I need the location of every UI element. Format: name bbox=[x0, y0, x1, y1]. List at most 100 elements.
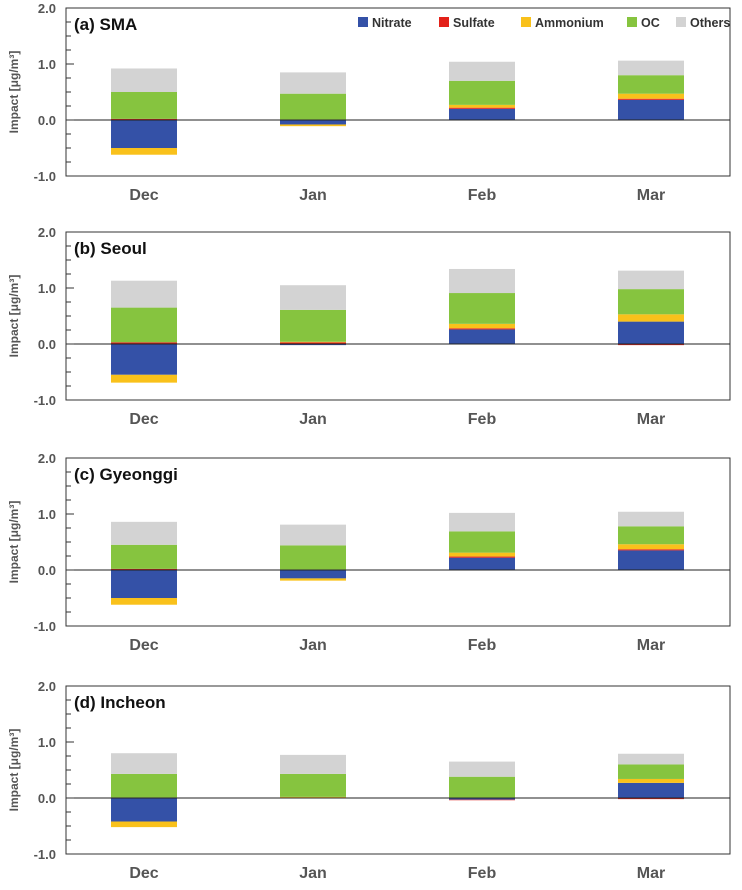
bar-others-dec bbox=[111, 68, 177, 92]
panel-title: (b) Seoul bbox=[74, 239, 147, 258]
legend-label-ammonium: Ammonium bbox=[535, 16, 604, 30]
panel-title: (a) SMA bbox=[74, 15, 137, 34]
legend-label-sulfate: Sulfate bbox=[453, 16, 495, 30]
y-tick-label: 2.0 bbox=[38, 679, 56, 694]
y-axis-label: Impact [μg/m³] bbox=[7, 275, 21, 358]
bar-oc-dec bbox=[111, 544, 177, 569]
bar-sulfate-feb bbox=[449, 556, 515, 558]
x-category-label: Jan bbox=[299, 865, 327, 882]
bar-nitrate-feb bbox=[449, 329, 515, 344]
bar-nitrate-mar bbox=[618, 99, 684, 120]
bar-oc-feb bbox=[449, 776, 515, 798]
x-category-label: Mar bbox=[637, 411, 665, 428]
legend-label-others: Others bbox=[690, 16, 730, 30]
bar-nitrate-jan bbox=[280, 344, 346, 346]
bar-others-mar bbox=[618, 270, 684, 290]
bar-oc-mar bbox=[618, 764, 684, 779]
y-tick-label: 0.0 bbox=[38, 113, 56, 128]
bar-nitrate-feb bbox=[449, 108, 515, 120]
y-tick-label: 1.0 bbox=[38, 57, 56, 72]
y-tick-label: 0.0 bbox=[38, 337, 56, 352]
x-category-label: Dec bbox=[129, 637, 158, 654]
x-category-label: Dec bbox=[129, 411, 158, 428]
bar-nitrate-feb bbox=[449, 798, 515, 800]
bar-ammonium-dec bbox=[111, 148, 177, 155]
bar-sulfate-dec bbox=[111, 568, 177, 570]
bar-sulfate-mar bbox=[618, 798, 684, 800]
y-tick-label: -1.0 bbox=[34, 169, 56, 184]
bar-oc-mar bbox=[618, 289, 684, 315]
y-tick-label: 0.0 bbox=[38, 791, 56, 806]
x-category-label: Jan bbox=[299, 637, 327, 654]
bar-oc-jan bbox=[280, 93, 346, 120]
x-category-label: Feb bbox=[468, 865, 497, 882]
bar-ammonium-mar bbox=[618, 778, 684, 783]
bar-oc-jan bbox=[280, 773, 346, 797]
bar-others-feb bbox=[449, 761, 515, 777]
y-tick-label: 1.0 bbox=[38, 281, 56, 296]
legend-swatch-nitrate bbox=[358, 17, 368, 27]
bar-others-jan bbox=[280, 754, 346, 774]
bar-sulfate-mar bbox=[618, 98, 684, 100]
y-tick-label: 1.0 bbox=[38, 735, 56, 750]
bar-oc-mar bbox=[618, 75, 684, 94]
bar-ammonium-dec bbox=[111, 374, 177, 383]
x-category-label: Dec bbox=[129, 187, 158, 204]
y-tick-label: 1.0 bbox=[38, 507, 56, 522]
bar-sulfate-feb bbox=[449, 107, 515, 109]
y-tick-label: 2.0 bbox=[38, 225, 56, 240]
bar-nitrate-mar bbox=[618, 550, 684, 570]
bar-others-dec bbox=[111, 753, 177, 774]
bar-others-jan bbox=[280, 285, 346, 310]
bar-oc-dec bbox=[111, 307, 177, 343]
y-tick-label: -1.0 bbox=[34, 393, 56, 408]
bar-sulfate-mar bbox=[618, 344, 684, 346]
bar-ammonium-mar bbox=[618, 544, 684, 550]
bar-ammonium-dec bbox=[111, 821, 177, 828]
x-category-label: Dec bbox=[129, 865, 158, 882]
bar-nitrate-jan bbox=[280, 570, 346, 579]
legend-label-oc: OC bbox=[641, 16, 660, 30]
bar-oc-dec bbox=[111, 773, 177, 798]
bar-oc-jan bbox=[280, 309, 346, 342]
bar-oc-feb bbox=[449, 80, 515, 105]
bar-sulfate-dec bbox=[111, 342, 177, 344]
bar-others-jan bbox=[280, 72, 346, 94]
bar-others-mar bbox=[618, 60, 684, 76]
x-category-label: Mar bbox=[637, 637, 665, 654]
y-axis-label: Impact [μg/m³] bbox=[7, 729, 21, 812]
bar-sulfate-mar bbox=[618, 549, 684, 551]
bar-ammonium-jan bbox=[280, 341, 346, 343]
x-category-label: Mar bbox=[637, 865, 665, 882]
bar-sulfate-feb bbox=[449, 328, 515, 330]
x-category-label: Feb bbox=[468, 637, 497, 654]
bar-others-dec bbox=[111, 280, 177, 308]
legend-swatch-sulfate bbox=[439, 17, 449, 27]
x-category-label: Mar bbox=[637, 187, 665, 204]
y-tick-label: 2.0 bbox=[38, 1, 56, 16]
x-category-label: Feb bbox=[468, 411, 497, 428]
y-tick-label: 0.0 bbox=[38, 563, 56, 578]
bar-others-mar bbox=[618, 511, 684, 527]
y-axis-label: Impact [μg/m³] bbox=[7, 501, 21, 584]
x-category-label: Jan bbox=[299, 187, 327, 204]
legend-swatch-ammonium bbox=[521, 17, 531, 27]
bar-oc-jan bbox=[280, 545, 346, 570]
bar-ammonium-jan bbox=[280, 578, 346, 581]
bar-others-feb bbox=[449, 268, 515, 294]
bar-ammonium-jan bbox=[280, 124, 346, 127]
bar-oc-feb bbox=[449, 293, 515, 324]
bar-ammonium-mar bbox=[618, 314, 684, 322]
y-tick-label: 2.0 bbox=[38, 451, 56, 466]
bar-oc-mar bbox=[618, 526, 684, 545]
bar-nitrate-dec bbox=[111, 570, 177, 598]
bar-oc-dec bbox=[111, 92, 177, 119]
x-category-label: Feb bbox=[468, 187, 497, 204]
bar-others-feb bbox=[449, 512, 515, 532]
y-axis-label: Impact [μg/m³] bbox=[7, 51, 21, 134]
bar-sulfate-dec bbox=[111, 118, 177, 120]
bar-others-mar bbox=[618, 753, 684, 765]
panel-title: (d) Incheon bbox=[74, 693, 166, 712]
bar-sulfate-jan bbox=[280, 342, 346, 344]
